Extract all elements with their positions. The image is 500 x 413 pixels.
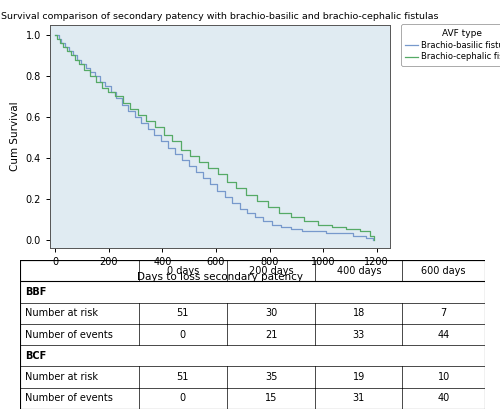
Text: 51: 51 (176, 372, 189, 382)
Text: Number of events: Number of events (24, 393, 112, 403)
Text: 600 days: 600 days (422, 266, 466, 276)
Text: 35: 35 (265, 372, 278, 382)
Text: 400 days: 400 days (336, 266, 381, 276)
Text: 33: 33 (352, 330, 365, 339)
Text: 18: 18 (352, 308, 365, 318)
Text: 15: 15 (265, 393, 278, 403)
Text: 0: 0 (180, 330, 186, 339)
Y-axis label: Cum Survival: Cum Survival (10, 102, 20, 171)
X-axis label: Days to loss secondary patency: Days to loss secondary patency (137, 273, 303, 282)
Text: 19: 19 (352, 372, 365, 382)
Text: 10: 10 (438, 372, 450, 382)
Text: 31: 31 (352, 393, 365, 403)
Text: 30: 30 (265, 308, 277, 318)
Text: 0: 0 (180, 393, 186, 403)
Text: 40: 40 (438, 393, 450, 403)
Text: 7: 7 (440, 308, 446, 318)
Text: 0 days: 0 days (166, 266, 199, 276)
Title: Survival comparison of secondary patency with brachio-basilic and brachio-cephal: Survival comparison of secondary patency… (1, 12, 439, 21)
Text: 200 days: 200 days (249, 266, 294, 276)
Text: BBF: BBF (24, 287, 46, 297)
Legend: Brachio-basilic fistula, Brachio-cephalic fistula: Brachio-basilic fistula, Brachio-cephali… (401, 24, 500, 66)
Text: Number of events: Number of events (24, 330, 112, 339)
Text: 44: 44 (438, 330, 450, 339)
Text: Number at risk: Number at risk (24, 308, 98, 318)
Text: BCF: BCF (24, 351, 46, 361)
Text: Number at risk: Number at risk (24, 372, 98, 382)
Text: 21: 21 (265, 330, 278, 339)
Text: 51: 51 (176, 308, 189, 318)
